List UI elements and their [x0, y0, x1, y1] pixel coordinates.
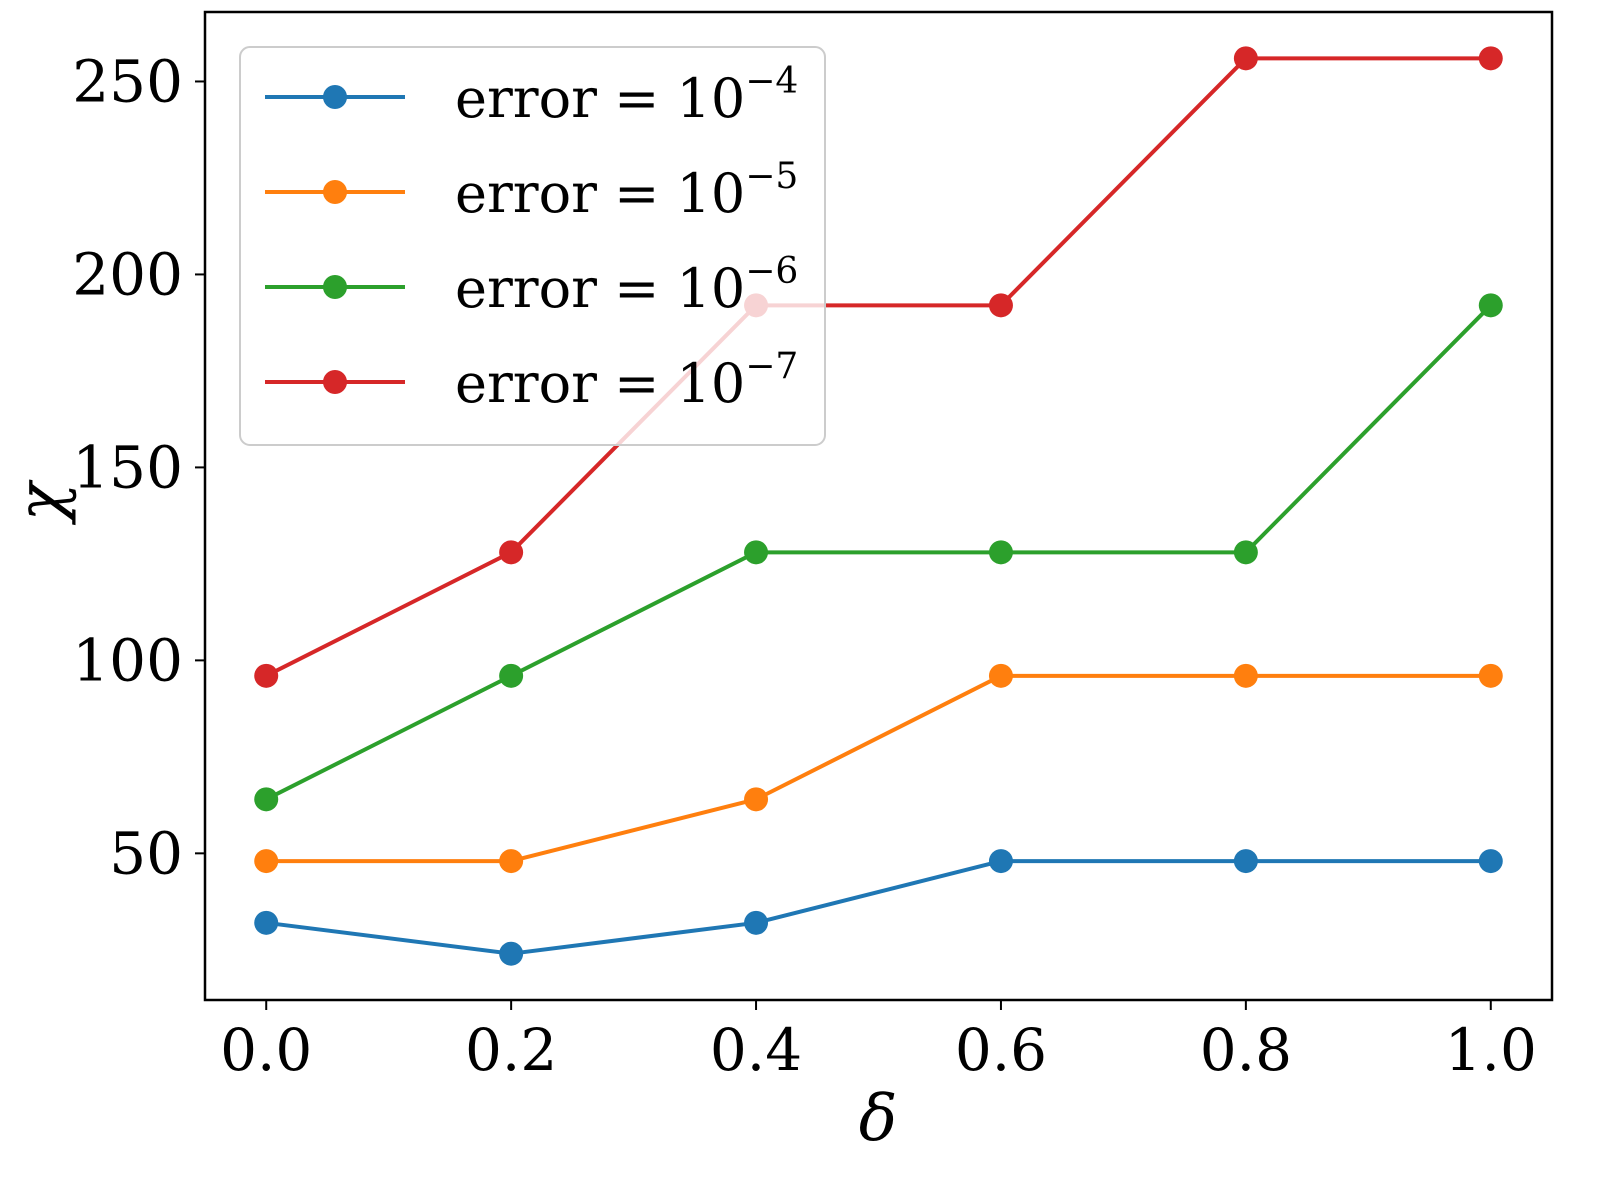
legend-marker [323, 275, 347, 299]
legend-label: error = 10−7 [455, 346, 798, 415]
x-tick-label: 0.8 [1200, 1016, 1292, 1084]
data-point [988, 849, 1013, 874]
x-tick-label: 0.0 [220, 1016, 312, 1084]
legend-item: error = 10−5 [265, 156, 798, 225]
data-point [254, 849, 279, 874]
legend-item: error = 10−7 [265, 346, 798, 415]
data-point [1233, 849, 1258, 874]
y-tick-label: 100 [72, 626, 183, 694]
data-point [1478, 293, 1503, 318]
data-point [1478, 46, 1503, 71]
data-point [1233, 663, 1258, 688]
data-point [1478, 663, 1503, 688]
data-point [499, 540, 524, 565]
x-tick-label: 1.0 [1445, 1016, 1537, 1084]
data-point [254, 663, 279, 688]
data-point [1478, 849, 1503, 874]
data-point [254, 787, 279, 812]
data-point [499, 941, 524, 966]
data-point [988, 663, 1013, 688]
legend-item: error = 10−4 [265, 61, 798, 130]
series-line [266, 673, 1491, 864]
series-line [265, 303, 1493, 802]
legend-marker [323, 180, 347, 204]
x-tick-label: 0.6 [955, 1016, 1047, 1084]
series-line [265, 859, 1491, 956]
x-axis: 0.0 0.2 0.4 0.6 0.8 1.0 [220, 1000, 1537, 1084]
plot-frame [203, 10, 1554, 1002]
data-point [1233, 46, 1258, 71]
y-tick-label: 150 [72, 433, 183, 501]
x-axis-label: δ [859, 1082, 898, 1156]
x-tick-label: 0.2 [465, 1016, 557, 1084]
y-tick-label: 50 [109, 819, 183, 887]
series-3 [254, 293, 1503, 812]
legend: error = 10−4 error = 10−5 error = 10−6 erro… [239, 46, 826, 446]
data-point [988, 540, 1013, 565]
legend-label: error = 10−6 [455, 251, 798, 320]
legend-item: error = 10−6 [265, 251, 798, 320]
series-2 [254, 663, 1503, 874]
legend-marker [323, 370, 347, 394]
y-axis-label: χ [4, 479, 78, 525]
data-point [744, 910, 769, 935]
data-point [744, 787, 769, 812]
legend-label: error = 10−5 [455, 156, 798, 225]
data-point [988, 293, 1013, 318]
data-point [499, 849, 524, 874]
data-point [254, 910, 279, 935]
data-point [744, 540, 769, 565]
legend-box [239, 46, 826, 446]
legend-marker [323, 85, 347, 109]
data-point [499, 663, 524, 688]
series-line [265, 56, 1491, 678]
series-1 [254, 849, 1503, 966]
data-point [1233, 540, 1258, 565]
x-tick-label: 0.4 [710, 1016, 802, 1084]
legend-label: error = 10−4 [455, 61, 798, 130]
y-axis: 50 100 150 200 250 [72, 47, 205, 887]
y-tick-label: 250 [72, 47, 183, 115]
y-tick-label: 200 [72, 240, 183, 308]
